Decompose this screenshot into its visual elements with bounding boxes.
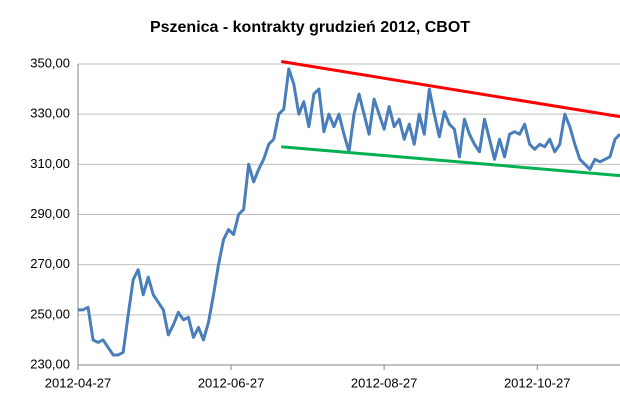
y-tick-label: 330,00: [30, 106, 70, 121]
y-tick-label: 350,00: [30, 55, 70, 70]
chart-title: Pszenica - kontrakty grudzień 2012, CBOT: [150, 19, 470, 36]
y-tick-label: 310,00: [30, 156, 70, 171]
y-tick-label: 230,00: [30, 356, 70, 371]
y-tick-label: 270,00: [30, 256, 70, 271]
x-tick-label: 2012-04-27: [45, 375, 112, 390]
x-tick-label: 2012-10-27: [504, 375, 571, 390]
line-series: [281, 145, 620, 178]
y-tick-label: 250,00: [30, 306, 70, 321]
line-series: [281, 60, 620, 119]
x-tick-label: 2012-08-27: [351, 375, 418, 390]
y-tick-label: 290,00: [30, 206, 70, 221]
x-tick-label: 2012-06-27: [198, 375, 265, 390]
